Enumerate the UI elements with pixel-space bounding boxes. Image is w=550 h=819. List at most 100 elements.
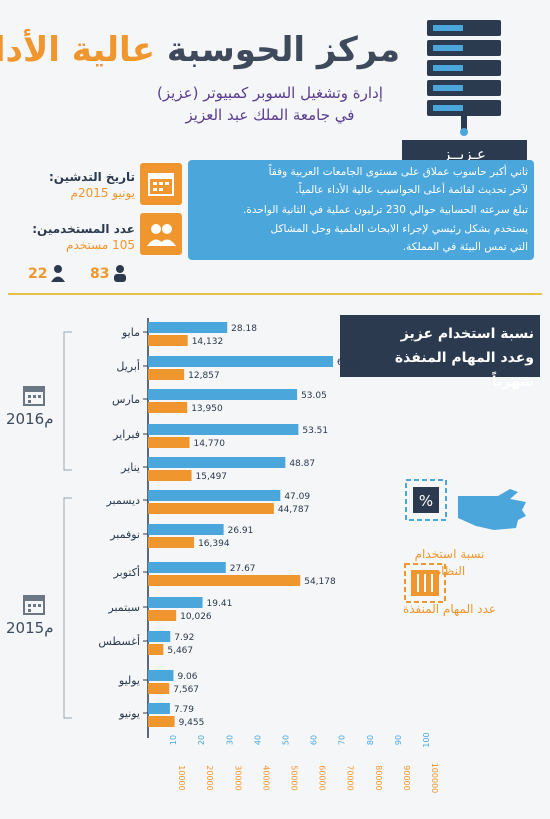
usage-value-label: 7.79: [174, 705, 194, 715]
usage-value-label: 28.18: [231, 324, 257, 334]
subtitle-line2: في جامعة الملك عبد العزيز: [185, 106, 355, 124]
category-label: ديسمبر: [105, 494, 140, 507]
count-tick-label: 90000: [402, 765, 411, 790]
category-label: يناير: [120, 461, 140, 474]
usage-value-label: 9.06: [177, 672, 197, 682]
usage-value-label: 26.91: [228, 526, 254, 536]
usage-value-label: 47.09: [284, 492, 310, 502]
category-label: يوليو: [118, 674, 140, 687]
tasks-bar: [148, 437, 190, 448]
count-tick-label: 10000: [177, 765, 186, 790]
usage-bar: [148, 597, 203, 608]
male-count: 83: [90, 266, 110, 282]
pct-tick-label: 60: [310, 735, 319, 745]
usage-bar: [148, 322, 228, 333]
usage-legend-label: نسبة استخدام النظام: [414, 547, 485, 578]
usage-bar: [148, 457, 286, 468]
usage-bar: [148, 631, 171, 642]
tasks-bar: [148, 575, 301, 586]
launch-label: تاريخ التدشين:: [49, 170, 135, 184]
calendar-icon: [140, 163, 182, 205]
tasks-value-label: 14,770: [194, 439, 226, 449]
chart-title-line1: نسبة استخدام عزيز: [400, 326, 534, 342]
tasks-value-label: 15,497: [196, 472, 228, 482]
tasks-bar: [148, 537, 195, 548]
female-count: 22: [28, 266, 48, 282]
category-label: أبريل: [116, 359, 140, 373]
pct-tick-label: 70: [338, 735, 347, 745]
tasks-value-label: 5,467: [167, 646, 193, 656]
info-line: ثاني أكبر حاسوب عملاق على مستوى الجامعات…: [268, 166, 528, 178]
category-label: سبتمبر: [107, 601, 140, 614]
group-year: 2015م: [6, 619, 54, 637]
tasks-bar: [148, 402, 188, 413]
tasks-value-label: 16,394: [198, 539, 230, 549]
usage-value-label: 48.87: [289, 459, 315, 469]
tasks-bar: [148, 683, 170, 694]
usage-bar: [148, 524, 224, 535]
chart-title-box: [340, 315, 540, 377]
pct-tick-label: 20: [197, 735, 206, 745]
info-line: تبلغ سرعته الحسابية حوالي 230 ترليون عمل…: [243, 204, 528, 216]
category-label: يونيو: [118, 707, 140, 720]
tasks-value-label: 13,950: [191, 404, 223, 414]
title-part1: مركز الحوسبة: [166, 30, 400, 70]
count-tick-label: 70000: [346, 765, 355, 790]
usage-bar: [148, 424, 299, 435]
usage-value-label: 65.83: [337, 358, 363, 368]
usage-value-label: 53.51: [302, 426, 328, 436]
usage-bar: [148, 703, 170, 714]
pct-tick-label: 10: [169, 735, 178, 745]
info-line: يستخدم بشكل رئيسي لإجراء الابحاث العلمية…: [270, 223, 529, 235]
tasks-bar: [148, 369, 185, 380]
info-box: ثاني أكبر حاسوب عملاق على مستوى الجامعات…: [188, 160, 534, 260]
users-icon: [140, 213, 182, 255]
tasks-value-label: 10,026: [180, 612, 212, 622]
count-tick-label: 100000: [430, 763, 439, 794]
tasks-bar: [148, 335, 188, 346]
usage-value-label: 19.41: [207, 599, 233, 609]
info-line: لآخر تحديث لقائمة أعلى الحواسيب عالية ال…: [295, 184, 528, 196]
subtitle: إدارة وتشغيل السوبر كمبيوتر (عزيز) في جا…: [140, 82, 400, 126]
usage-bar: [148, 562, 226, 573]
tasks-bar: [148, 503, 274, 514]
chart-title-line2: وعدد المهام المنفذة شهرياً: [394, 350, 534, 390]
tasks-legend-label: عدد المهام المنفذة: [402, 602, 497, 616]
tasks-value-label: 54,178: [304, 577, 336, 587]
users-label: عدد المستخدمين:: [32, 222, 135, 236]
tasks-value-label: 9,455: [179, 718, 205, 728]
female-icon: [51, 265, 65, 282]
category-label: مارس: [112, 393, 140, 406]
category-label: نوفمبر: [109, 528, 140, 541]
tasks-value-label: 12,857: [188, 371, 220, 381]
info-line: التي تمس البيئة في المملكة.: [402, 241, 528, 253]
group-year: 2016م: [6, 410, 54, 428]
tasks-value-label: 7,567: [173, 685, 199, 695]
usage-legend-symbol: %: [419, 492, 433, 510]
count-tick-label: 50000: [290, 765, 299, 790]
pct-tick-label: 50: [282, 735, 291, 745]
chart-title: نسبة استخدام عزيز وعدد المهام المنفذة شه…: [354, 322, 534, 394]
title-part2: عالية الأداء: [0, 30, 156, 70]
usage-value-label: 53.05: [301, 391, 327, 401]
count-tick-label: 20000: [205, 765, 214, 790]
male-icon: [114, 265, 126, 282]
count-tick-label: 40000: [261, 765, 270, 790]
page-title: مركز الحوسبة عالية الأداء: [0, 30, 400, 70]
usage-legend-graphic: %: [405, 479, 526, 530]
category-label: فبراير: [112, 428, 140, 441]
tasks-value-label: 14,132: [192, 337, 224, 347]
count-tick-label: 80000: [374, 765, 383, 790]
tasks-bar: [148, 716, 175, 727]
count-tick-label: 60000: [318, 765, 327, 790]
count-tick-label: 30000: [233, 765, 242, 790]
category-label: أكتوبر: [113, 565, 140, 579]
pct-tick-label: 100: [422, 732, 431, 747]
group-bracket: [63, 497, 72, 719]
launch-value: يونيو 2015م: [70, 186, 136, 200]
tasks-value-label: 44,787: [278, 505, 310, 515]
category-label: مايو: [121, 326, 140, 339]
usage-bar: [148, 356, 333, 367]
pct-tick-label: 80: [366, 735, 375, 745]
